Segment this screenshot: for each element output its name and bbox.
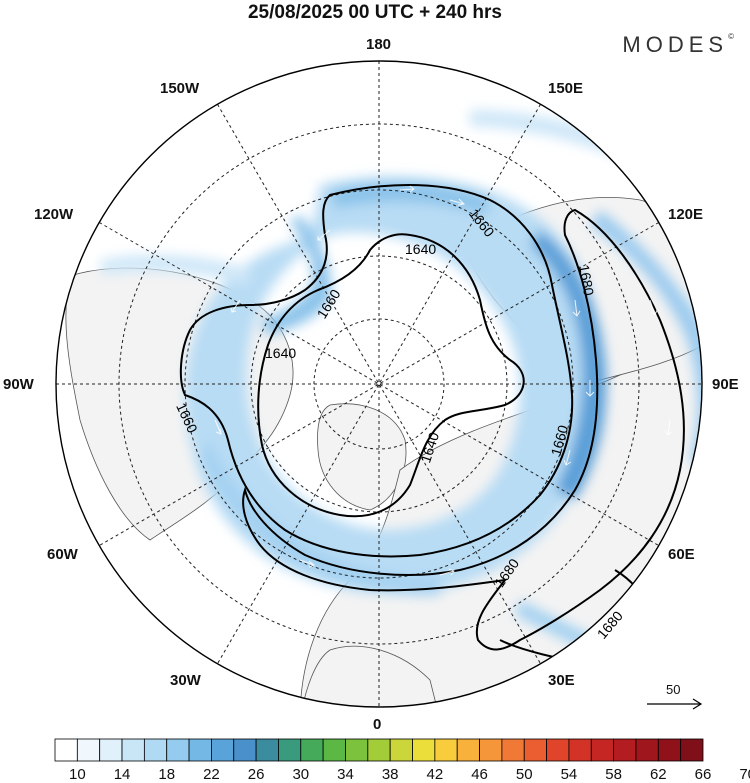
colorbar-tick-label: 54 xyxy=(560,766,578,783)
colorbar-box xyxy=(54,738,78,762)
colorbar-tick-label: 42 xyxy=(426,766,444,783)
brand-mark: © xyxy=(728,32,734,41)
colorbar-box xyxy=(255,738,279,762)
contour-label: 1640 xyxy=(405,241,436,257)
contour-label: 1660 xyxy=(548,423,572,457)
map-boundary xyxy=(55,60,703,708)
lon-label-90e: 90E xyxy=(712,376,739,393)
colorbar-box xyxy=(211,738,235,762)
reference-vector-arrow xyxy=(647,698,703,710)
colorbar-tick-label: 30 xyxy=(292,766,310,783)
lon-label-90w: 90W xyxy=(3,376,34,393)
colorbar-box xyxy=(613,738,637,762)
colorbar-tick-label: 66 xyxy=(694,766,712,783)
colorbar-box xyxy=(412,738,436,762)
lon-label-150e: 150E xyxy=(548,80,584,97)
contour-1680 xyxy=(242,208,685,651)
colorbar-box xyxy=(657,738,682,762)
colorbar-tick-label: 18 xyxy=(158,766,176,783)
colorbar-box xyxy=(300,738,324,762)
contour-label: 1640 xyxy=(265,345,296,361)
lon-label-30w: 30W xyxy=(170,672,201,689)
lon-label-60w: 60W xyxy=(47,546,78,563)
lon-label-30e: 30E xyxy=(548,672,575,689)
reference-vector-label: 50 xyxy=(666,682,681,697)
colorbar-box xyxy=(76,738,101,762)
colorbar-box xyxy=(99,738,123,762)
colorbar-tick-label: 22 xyxy=(203,766,220,783)
lon-label-150w: 150W xyxy=(160,80,200,97)
colorbar-box xyxy=(166,738,190,762)
colorbar-tick-label: 10 xyxy=(69,766,86,783)
lon-label-60e: 60E xyxy=(668,546,695,563)
colorbar-tick-label: 26 xyxy=(247,766,265,783)
colorbar-box xyxy=(143,738,168,762)
brand-name: MODES xyxy=(622,32,729,57)
colorbar-tick-label: 62 xyxy=(649,766,667,783)
colorbar-box xyxy=(121,738,145,762)
contour-label: 1680 xyxy=(576,263,597,297)
colorbar-tick-label: 46 xyxy=(471,766,488,783)
colorbar xyxy=(54,738,704,762)
colorbar-box xyxy=(367,738,391,762)
colorbar-tick-label: 50 xyxy=(515,766,533,783)
colorbar-box xyxy=(546,738,570,762)
colorbar-tick-label: 58 xyxy=(605,766,622,783)
lon-label-120w: 120W xyxy=(34,206,74,223)
colorbar-tick-label: 38 xyxy=(381,766,399,783)
lon-label-180: 180 xyxy=(366,36,392,53)
contour-1660 xyxy=(179,183,574,558)
colorbar-box xyxy=(389,738,413,762)
wind-vectors xyxy=(214,185,673,576)
colorbar-box xyxy=(278,738,302,762)
contour-1640 xyxy=(257,233,525,518)
colorbar-box xyxy=(501,738,525,762)
colorbar-box xyxy=(479,738,503,762)
colorbar-tick-label: 70 xyxy=(739,766,750,783)
lon-label-0: 0 xyxy=(373,716,382,733)
colorbar-box xyxy=(590,738,615,762)
brand-logo: MODES© xyxy=(622,32,734,58)
lon-label-120e: 120E xyxy=(668,206,704,223)
colorbar-box xyxy=(434,738,458,762)
land-greenland xyxy=(317,403,407,511)
colorbar-box xyxy=(680,738,704,762)
colorbar-box xyxy=(568,738,592,762)
colorbar-box xyxy=(233,738,257,762)
colorbar-box xyxy=(456,738,480,762)
colorbar-tick-label: 34 xyxy=(337,766,354,783)
colorbar-tick-label: 14 xyxy=(113,766,131,783)
colorbar-box xyxy=(345,738,369,762)
colorbar-box xyxy=(635,738,659,762)
colorbar-box xyxy=(188,738,212,762)
land-africa xyxy=(299,645,441,707)
colorbar-box xyxy=(523,738,547,762)
colorbar-box xyxy=(322,738,346,762)
map-title: 25/08/2025 00 UTC + 240 hrs xyxy=(247,2,503,23)
wind-speed-shading xyxy=(100,110,702,675)
